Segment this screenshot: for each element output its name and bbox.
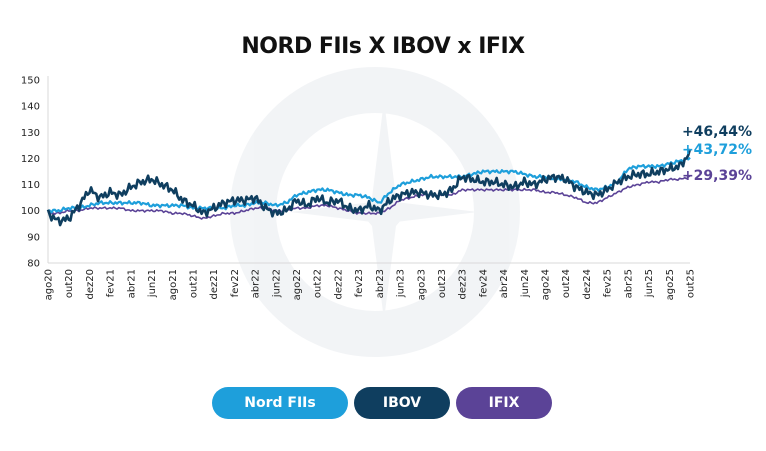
- chart-title: NORD FIIs X IBOV x IFIX: [241, 34, 525, 59]
- x-tick-label: out21: [188, 269, 199, 298]
- x-tick-label: fev23: [354, 269, 365, 297]
- x-tick-label: abr22: [251, 269, 262, 298]
- end-label-ibov: +46,44%: [682, 124, 752, 140]
- x-tick-label: abr21: [126, 269, 137, 298]
- chart-axes: 80 90 100 110 120 130 140 150 ago20 out20 dez20 fev…: [21, 76, 697, 301]
- x-tick-label: dez20: [85, 269, 96, 299]
- x-tick-label: abr23: [375, 269, 386, 298]
- chart-legend: Nord FIIs IBOV IFIX: [212, 387, 552, 419]
- x-tick-label: ago24: [541, 269, 552, 300]
- x-tick-label: dez22: [333, 269, 344, 299]
- y-tick-label: 100: [21, 206, 40, 217]
- x-tick-label: dez24: [582, 269, 593, 299]
- x-tick-label: dez21: [209, 269, 220, 299]
- x-tick-label: out24: [561, 269, 572, 298]
- end-label-nord-fiis: +43,72%: [682, 142, 752, 158]
- x-tick-label: fev24: [478, 269, 489, 297]
- x-tick-label: out22: [313, 269, 324, 298]
- line-chart: 80 90 100 110 120 130 140 150 ago20 out20 dez20 fev…: [21, 67, 752, 357]
- series-line-ifix: [47, 175, 691, 220]
- y-tick-label: 110: [21, 180, 40, 191]
- x-tick-label: jun21: [147, 269, 158, 298]
- y-tick-label: 150: [21, 76, 40, 87]
- legend-ifix[interactable]: IFIX: [456, 387, 552, 419]
- legend-nord-fiis[interactable]: Nord FIIs: [212, 387, 348, 419]
- x-tick-label: abr24: [499, 269, 510, 298]
- x-tick-label: fev25: [603, 269, 614, 297]
- chart-lines: [46, 148, 692, 227]
- series-line-ibov: [46, 148, 692, 227]
- x-tick-label: fev21: [106, 269, 117, 297]
- y-tick-label: 130: [21, 128, 40, 139]
- x-tick-label: out23: [437, 269, 448, 298]
- x-tick-label: ago21: [168, 269, 179, 300]
- y-tick-label: 140: [21, 102, 40, 113]
- x-tick-label: ago23: [416, 269, 427, 300]
- x-tick-label: fev22: [230, 269, 241, 297]
- x-tick-label: out20: [64, 269, 75, 298]
- chart-end-labels: +46,44% +43,72% +29,39%: [682, 124, 752, 184]
- series-line-nord-fiis: [47, 156, 691, 214]
- legend-ibov[interactable]: IBOV: [354, 387, 450, 419]
- y-tick-label: 80: [27, 259, 40, 270]
- x-tick-label: ago22: [292, 269, 303, 300]
- x-tick-label: dez23: [458, 269, 469, 299]
- x-tick-label: jun24: [520, 269, 531, 298]
- y-tick-label: 90: [27, 232, 40, 243]
- x-tick-label: jun22: [271, 269, 282, 298]
- x-tick-label: ago25: [665, 269, 676, 300]
- end-label-ifix: +29,39%: [682, 168, 752, 184]
- x-tick-label: ago20: [44, 269, 55, 300]
- x-tick-label: abr25: [623, 269, 634, 298]
- x-tick-label: jun25: [644, 269, 655, 298]
- y-tick-label: 120: [21, 154, 40, 165]
- x-tick-label: jun23: [396, 269, 407, 298]
- x-tick-label: out25: [686, 269, 697, 298]
